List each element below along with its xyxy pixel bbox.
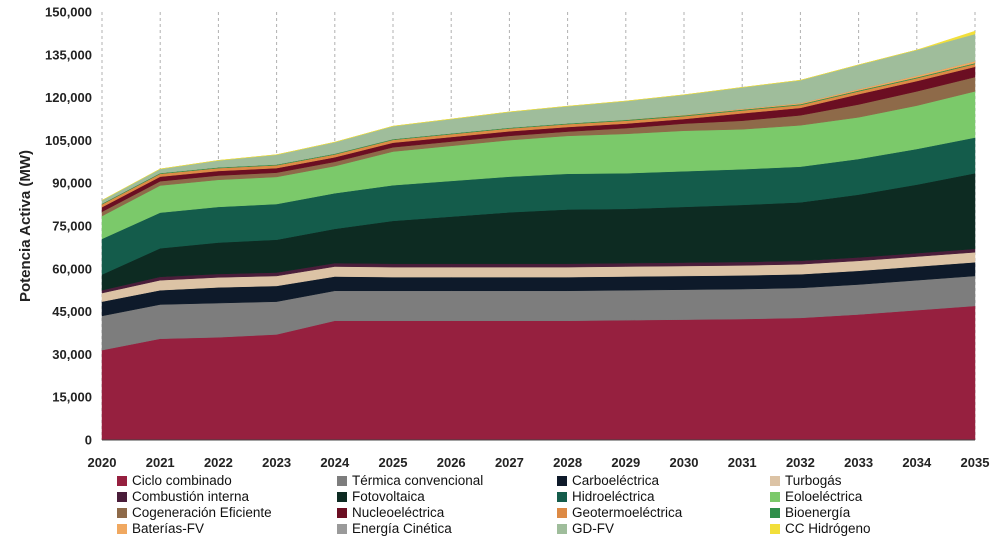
legend-label: Energía Cinética [352,521,452,536]
legend-item: CC Hidrógeno [770,521,871,536]
x-tick-label: 2035 [961,455,990,470]
legend-label: Fotovoltaica [352,489,425,504]
legend-swatch [337,492,347,502]
legend-label: CC Hidrógeno [785,521,871,536]
y-tick-label: 30,000 [52,347,92,362]
x-tick-label: 2030 [670,455,699,470]
x-tick-label: 2020 [88,455,117,470]
legend-label: Eoloeléctrica [785,489,863,504]
legend-item: Combustión interna [117,489,250,504]
y-tick-label: 45,000 [52,304,92,319]
legend-item: Baterías-FV [117,521,204,536]
legend-swatch [337,524,347,534]
legend-item: Eoloeléctrica [770,489,863,504]
area-layer [101,30,976,441]
legend-label: Geotermoeléctrica [572,505,683,520]
legend-item: Bioenergía [770,505,851,520]
legend-swatch [337,508,347,518]
legend-item: Hidroeléctrica [557,489,655,504]
x-tick-label: 2024 [320,455,350,470]
legend-label: Carboeléctrica [572,473,660,488]
legend-item: Geotermoeléctrica [557,505,683,520]
legend-label: Nucleoeléctrica [352,505,445,520]
x-tick-label: 2034 [902,455,932,470]
y-tick-label: 135,000 [45,47,92,62]
y-tick-label: 75,000 [52,219,92,234]
legend-swatch [557,476,567,486]
legend-item: Fotovoltaica [337,489,425,504]
x-tick-label: 2026 [437,455,466,470]
legend-item: Energía Cinética [337,521,452,536]
y-tick-label: 0 [85,433,92,448]
legend-swatch [770,524,780,534]
legend-label: Baterías-FV [132,521,204,536]
legend-label: Hidroeléctrica [572,489,655,504]
legend-swatch [117,524,127,534]
x-tick-label: 2025 [379,455,408,470]
x-tick-label: 2022 [204,455,233,470]
x-tick-label: 2032 [786,455,815,470]
legend-label: GD-FV [572,521,614,536]
legend-item: Nucleoeléctrica [337,505,445,520]
area-series-cc-hidrogeno [101,30,976,201]
legend-item: Cogeneración Eficiente [117,505,272,520]
x-tick-label: 2029 [611,455,640,470]
legend-swatch [117,492,127,502]
y-tick-label: 15,000 [52,390,92,405]
legend-label: Turbogás [785,473,842,488]
x-tick-label: 2031 [728,455,757,470]
legend-label: Bioenergía [785,505,851,520]
axes: Potencia Activa (MW) 0 15,000 30,000 45,000… [17,5,989,471]
x-tick-label: 2027 [495,455,524,470]
y-tick-label: 60,000 [52,261,92,276]
y-tick-label: 105,000 [45,133,92,148]
y-axis-label: Potencia Activa (MW) [17,150,34,302]
x-tick-label: 2023 [262,455,291,470]
legend-swatch [117,508,127,518]
x-tick-label: 2021 [146,455,175,470]
legend-swatch [770,492,780,502]
legend-item: GD-FV [557,521,614,536]
legend-item: Ciclo combinado [117,473,232,488]
x-tick-label: 2028 [553,455,582,470]
y-tick-label: 150,000 [45,5,92,20]
legend-item: Térmica convencional [337,473,483,488]
legend-label: Cogeneración Eficiente [132,505,272,520]
y-tick-label: 90,000 [52,176,92,191]
y-tick-label: 120,000 [45,90,92,105]
x-tick-label: 2033 [844,455,873,470]
legend: Ciclo combinado Térmica convencional Carbo… [117,473,871,536]
legend-swatch [337,476,347,486]
legend-label: Combustión interna [132,489,250,504]
legend-item: Turbogás [770,473,842,488]
legend-swatch [770,476,780,486]
legend-label: Térmica convencional [352,473,483,488]
legend-swatch [557,508,567,518]
legend-swatch [117,476,127,486]
legend-swatch [557,492,567,502]
legend-label: Ciclo combinado [132,473,232,488]
legend-item: Carboeléctrica [557,473,660,488]
legend-swatch [770,508,780,518]
legend-swatch [557,524,567,534]
